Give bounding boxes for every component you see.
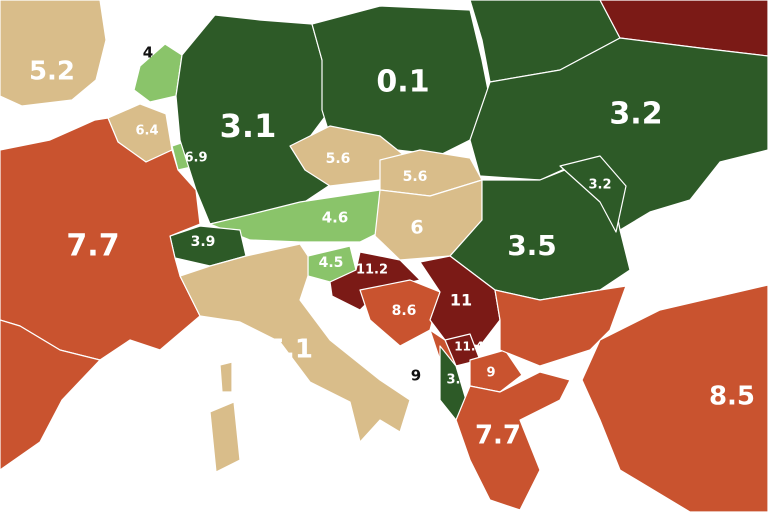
region-label: 11.2	[356, 263, 388, 278]
country-shape	[0, 0, 107, 107]
country-shape	[559, 155, 627, 233]
country-shape	[581, 284, 768, 512]
region-label: 11	[450, 291, 472, 310]
region-label: 3.1	[220, 107, 277, 145]
region-label: 6.9	[184, 151, 207, 166]
country-shape	[329, 251, 421, 311]
region-label: 4.5	[319, 255, 344, 271]
region-label: 4.6	[322, 209, 349, 227]
country-shape	[469, 37, 768, 231]
region-label: 6.4	[135, 124, 158, 139]
region-label: 5.2	[29, 57, 75, 87]
region-label: 5.6	[403, 169, 428, 185]
country-shape	[311, 5, 491, 156]
country-shape	[469, 349, 523, 393]
region-label: 9	[411, 367, 421, 385]
region-label: 0.1	[376, 65, 429, 100]
region-label: 3.9	[191, 234, 216, 250]
region-label: 3.1	[446, 373, 469, 388]
region-label: 7.7	[66, 229, 119, 264]
country-shape	[0, 319, 101, 471]
region-label: 3.2	[609, 97, 662, 132]
region-label: 4	[143, 44, 153, 62]
region-label: 3.2	[588, 178, 611, 193]
region-label: 3.5	[507, 229, 557, 262]
country-shape	[455, 371, 571, 511]
country-shape	[219, 361, 233, 393]
region-label: 11.4	[454, 340, 484, 354]
region-label: 8.6	[392, 303, 417, 319]
region-label: 9	[486, 366, 495, 381]
region-label: 8.5	[709, 382, 755, 412]
region-label: 6	[410, 217, 423, 239]
region-label: 5.6	[326, 151, 351, 167]
country-shape	[179, 243, 411, 443]
region-label: 5.1	[267, 335, 313, 365]
country-shape	[419, 255, 501, 347]
region-label: 7.7	[475, 421, 521, 451]
country-shape	[209, 401, 241, 473]
